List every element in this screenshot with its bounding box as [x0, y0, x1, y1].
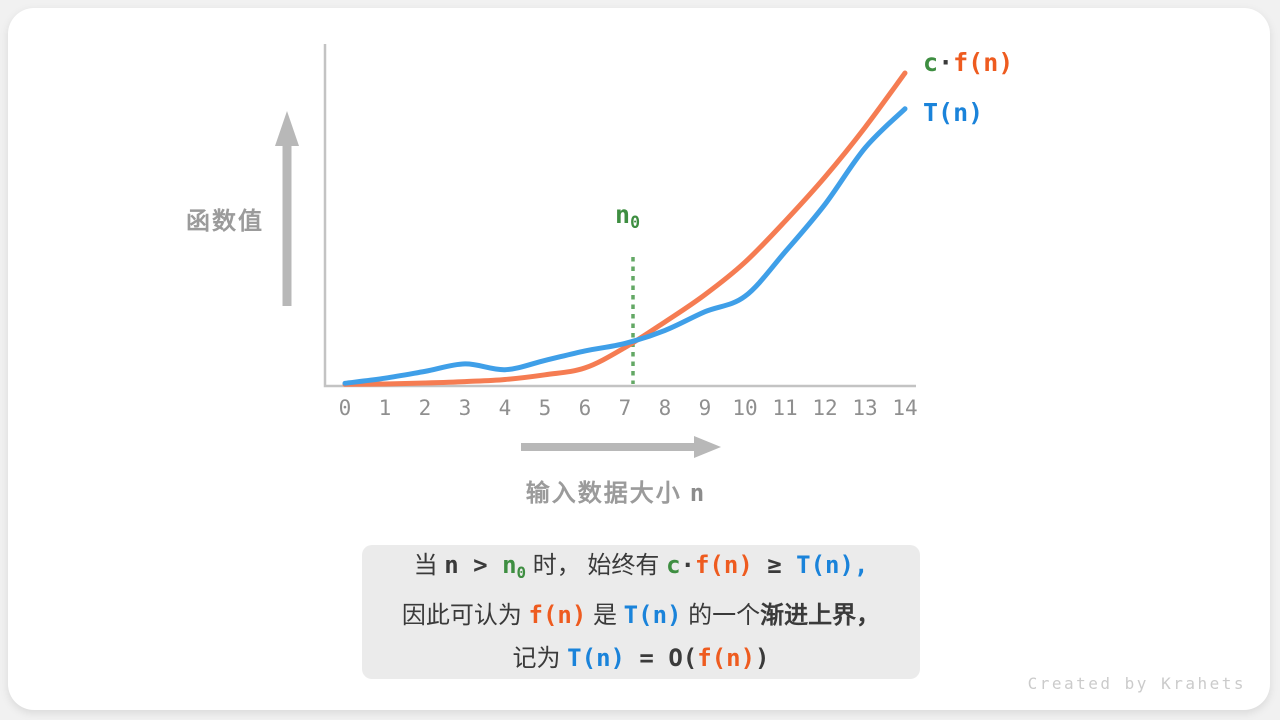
text-segment: ): [755, 643, 770, 672]
axes-line: [323, 44, 916, 388]
x-axis-ticks: 0 1 2 3 4 5 6 7 8 9 10 11 12 13 14: [325, 396, 925, 420]
x-tick-label: 13: [852, 396, 878, 420]
curve-tn-line: [342, 106, 908, 386]
x-tick-label: 5: [538, 396, 552, 420]
n0-label: n0: [615, 202, 640, 235]
text-segment: 是: [586, 601, 624, 629]
text-segment: ·: [938, 48, 954, 77]
x-tick-label: 8: [658, 396, 672, 420]
text-segment: f(n): [694, 551, 753, 580]
x-tick-label: 14: [892, 396, 918, 420]
text-segment: n: [502, 551, 517, 580]
text-segment: f(n): [528, 600, 587, 629]
y-axis-arrow-icon: [275, 111, 299, 306]
x-tick-label: 12: [812, 396, 838, 420]
caption-line-1: 当 n > n0 时， 始终有 c·f(n) ≥ T(n),: [362, 550, 920, 588]
x-axis-arrow-icon: [521, 436, 721, 458]
x-tick-label: 0: [338, 396, 352, 420]
text-segment: n: [615, 200, 631, 229]
text-segment: >: [458, 551, 503, 580]
text-segment: 因此可认为: [401, 601, 529, 629]
x-tick-label: 4: [498, 396, 512, 420]
x-axis-label-variable: n: [689, 479, 705, 507]
text-segment: =: [624, 643, 669, 672]
text-segment: c: [923, 48, 939, 77]
x-tick-label: 6: [578, 396, 592, 420]
caption-line-3: 记为 T(n) = O(f(n)): [362, 643, 920, 674]
text-segment: T(n): [623, 600, 682, 629]
text-segment: n: [444, 551, 459, 580]
y-axis-label: 函数值: [186, 208, 264, 235]
text-segment: 0: [516, 562, 527, 582]
x-axis-label-text: 输入数据大小: [525, 480, 682, 507]
curve-cfn-line: [342, 70, 908, 387]
text-segment: ≥: [752, 551, 797, 580]
x-tick-label: 3: [458, 396, 472, 420]
x-axis-label: 输入数据大小 n: [325, 473, 905, 508]
text-segment: T(n),: [796, 551, 869, 580]
legend-cfn: c·f(n): [923, 50, 1013, 76]
x-tick-label: 1: [378, 396, 392, 420]
text-segment: 记为: [512, 644, 568, 672]
caption-line-2: 因此可认为 f(n) 是 T(n) 的一个渐进上界，: [362, 600, 920, 631]
x-tick-label: 2: [418, 396, 432, 420]
text-segment: c: [666, 551, 681, 580]
text-segment: 渐进上界，: [760, 601, 881, 629]
text-segment: f(n): [953, 48, 1014, 77]
text-segment: 时， 始终有: [526, 552, 667, 580]
caption-box: 当 n > n0 时， 始终有 c·f(n) ≥ T(n), 因此可认为 f(n…: [362, 545, 920, 679]
text-segment: 的一个: [681, 601, 761, 629]
text-segment: ·: [680, 551, 695, 580]
x-tick-label: 10: [732, 396, 758, 420]
text-segment: T(n): [923, 98, 984, 127]
legend-tn: T(n): [923, 100, 983, 126]
text-segment: 0: [630, 212, 640, 232]
x-tick-label: 9: [698, 396, 712, 420]
text-segment: O(: [668, 643, 698, 672]
x-tick-label: 7: [618, 396, 632, 420]
text-segment: f(n): [697, 643, 756, 672]
watermark: Created by Krahets: [1027, 674, 1246, 693]
text-segment: 当: [413, 552, 445, 580]
x-tick-label: 11: [772, 396, 798, 420]
text-segment: T(n): [567, 643, 625, 672]
